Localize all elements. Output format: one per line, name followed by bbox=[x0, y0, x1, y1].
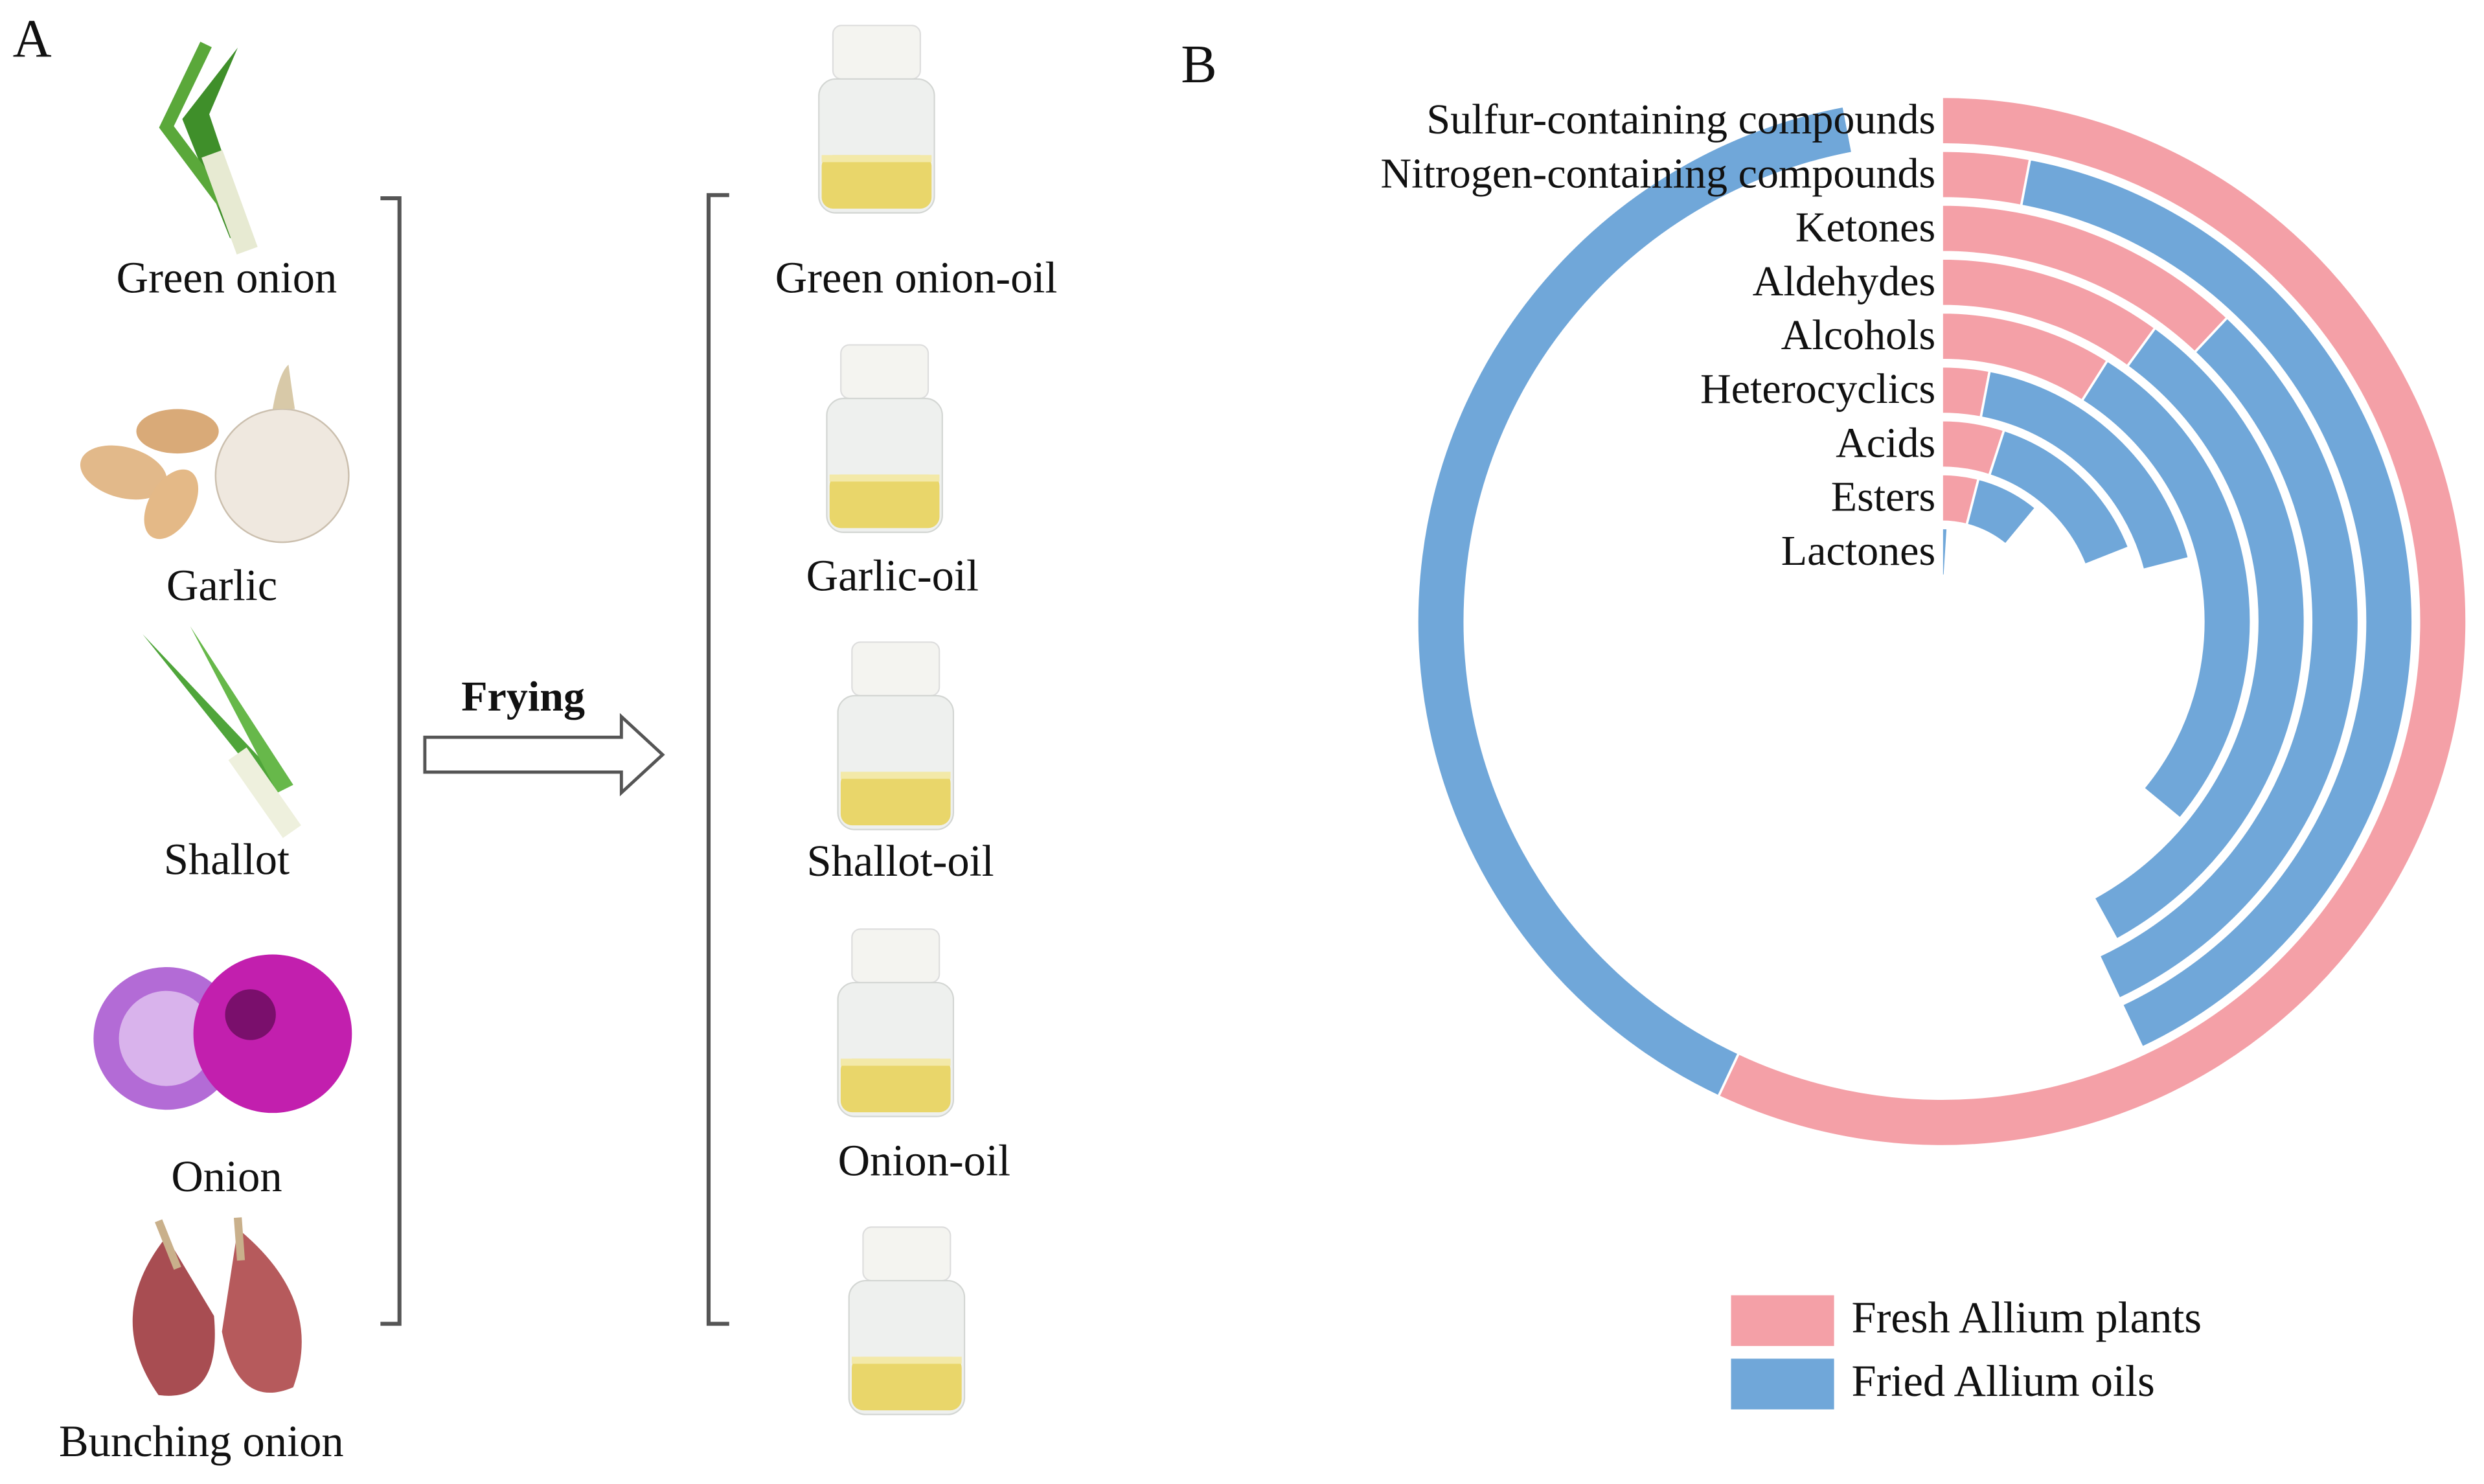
garlic-image bbox=[80, 365, 350, 543]
radial-chart: Sulfur-containing compounds Nitrogen-cont… bbox=[1380, 95, 2468, 1410]
bunching-onion-image bbox=[132, 1217, 302, 1396]
bottle-image bbox=[837, 928, 955, 1117]
bracket bbox=[380, 196, 402, 1326]
category-label: Lactones bbox=[1781, 527, 1935, 575]
green-onion-image bbox=[159, 41, 258, 255]
plant-label: Onion bbox=[171, 1152, 282, 1201]
onion-image bbox=[93, 954, 352, 1113]
bottle-image bbox=[837, 641, 955, 830]
legend-label: Fried Allium oils bbox=[1852, 1356, 2155, 1406]
bar-segment bbox=[1416, 104, 1854, 1098]
bar-segment bbox=[2020, 157, 2414, 1049]
category-label: Esters bbox=[1831, 474, 1935, 521]
shallot-image bbox=[142, 626, 301, 838]
plant-label: Garlic bbox=[166, 560, 277, 610]
oil-label: Green onion-oil bbox=[775, 253, 1058, 302]
oil-label: Garlic-oil bbox=[806, 551, 979, 600]
bar-segment bbox=[2080, 359, 2253, 821]
plant-label: Bunching onion bbox=[59, 1417, 344, 1466]
bar-segment bbox=[1941, 527, 1950, 577]
panel-label: A bbox=[13, 9, 52, 69]
plant-label: Shallot bbox=[164, 835, 290, 884]
bar-segment bbox=[2092, 326, 2307, 942]
bottle-image bbox=[826, 344, 944, 533]
bar-segment bbox=[1716, 95, 2468, 1148]
bar-segment bbox=[2097, 315, 2360, 1001]
category-label: Nitrogen-containing compounds bbox=[1380, 150, 1935, 197]
bar-segment bbox=[1979, 369, 2191, 572]
category-label: Aldehydes bbox=[1753, 258, 1936, 305]
bottle-image bbox=[818, 25, 935, 214]
bracket bbox=[706, 193, 729, 1326]
arrow bbox=[423, 713, 665, 797]
bar-segment bbox=[1941, 149, 2032, 207]
category-label: Acids bbox=[1836, 419, 1935, 466]
legend-swatch bbox=[1731, 1295, 1834, 1346]
bottle-image bbox=[848, 1226, 966, 1415]
legend-label: Fresh Allium plants bbox=[1852, 1293, 2202, 1342]
category-label: Heterocyclics bbox=[1700, 365, 1935, 413]
bar-segment bbox=[1965, 477, 2038, 547]
oil-label: Onion-oil bbox=[838, 1136, 1010, 1185]
bar-segment bbox=[1988, 428, 2131, 567]
category-label: Sulfur-containing compounds bbox=[1426, 96, 1935, 143]
legend-swatch bbox=[1731, 1358, 1834, 1410]
process-label: Frying bbox=[461, 673, 585, 720]
plant-label: Green onion bbox=[117, 253, 337, 302]
panel-label: B bbox=[1181, 34, 1216, 94]
category-label: Ketones bbox=[1795, 204, 1935, 251]
oil-label: Shallot-oil bbox=[806, 836, 994, 885]
category-label: Alcohols bbox=[1781, 312, 1936, 359]
